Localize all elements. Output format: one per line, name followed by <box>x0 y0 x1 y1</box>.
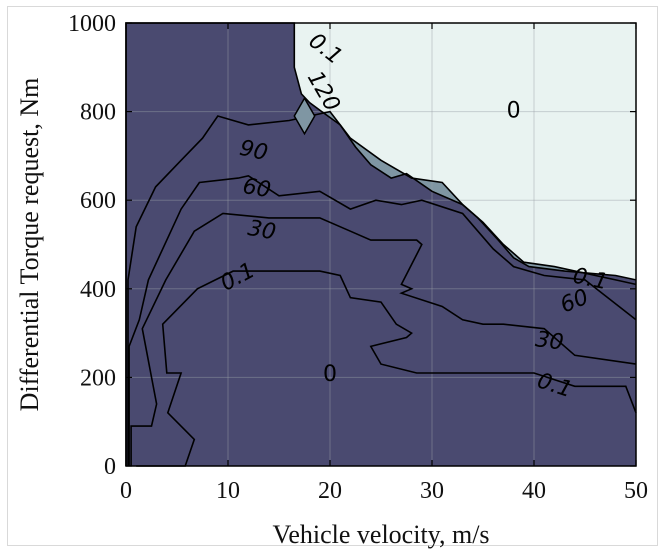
contour-label: 90 <box>237 136 270 166</box>
x-tick-label: 30 <box>420 478 444 504</box>
x-tick-label: 40 <box>522 478 546 504</box>
contour-fill-120 <box>126 23 636 466</box>
region-label: 0 <box>323 362 337 387</box>
contour-line-60 <box>128 174 637 466</box>
contour-lines <box>125 22 637 467</box>
plot-border <box>125 22 637 467</box>
y-axis-label: Differential Torque request, Nm <box>15 78 44 412</box>
contour-line-120 <box>125 22 637 466</box>
x-tick-label: 50 <box>624 478 648 504</box>
y-tick-label: 400 <box>80 277 116 303</box>
region-label: 0 <box>507 99 521 124</box>
x-tick-label: 10 <box>216 478 240 504</box>
contour-label: 30 <box>246 216 278 245</box>
contour-line-30 <box>130 212 637 466</box>
y-tick-label: 800 <box>80 100 116 126</box>
contour-line-90 <box>127 110 637 466</box>
y-tick-label: 0 <box>104 454 116 480</box>
y-tick-label: 1000 <box>68 11 116 37</box>
contour-fills <box>126 23 636 467</box>
x-axis-label: Vehicle velocity, m/s <box>272 520 489 549</box>
contour-label: 60 <box>241 174 273 203</box>
contour-label: 30 <box>534 327 565 356</box>
contour-line-0_1 <box>136 270 637 467</box>
y-tick-label: 600 <box>80 188 116 214</box>
y-tick-label: 200 <box>80 365 116 391</box>
grid-lines <box>126 23 636 466</box>
axes <box>125 22 637 467</box>
x-tick-label: 20 <box>318 478 342 504</box>
contour-island <box>293 96 316 136</box>
x-tick-label: 0 <box>120 478 132 504</box>
